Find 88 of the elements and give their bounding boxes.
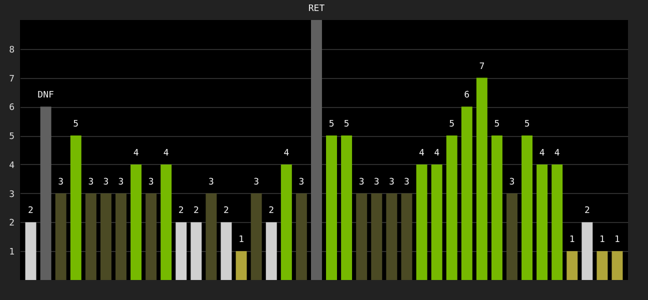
bar <box>280 164 292 280</box>
bar <box>506 193 518 280</box>
bar <box>100 193 112 280</box>
data-label: 3 <box>88 177 94 188</box>
bar <box>401 193 412 280</box>
bar <box>491 136 502 280</box>
data-label: 4 <box>163 148 169 158</box>
data-label: 6 <box>464 90 470 101</box>
y-tick-label: 6 <box>9 103 14 114</box>
data-label: 3 <box>358 177 364 188</box>
data-label: 3 <box>298 177 304 188</box>
data-label: 1 <box>238 235 244 246</box>
bar <box>566 251 578 280</box>
bar <box>431 164 442 280</box>
data-label: 3 <box>118 177 124 188</box>
bar <box>582 222 593 280</box>
data-label: 3 <box>509 177 515 188</box>
bar <box>85 193 96 280</box>
data-label: 2 <box>224 206 229 216</box>
bar <box>55 193 66 280</box>
bar <box>130 164 142 280</box>
bar <box>522 136 533 280</box>
data-label: 3 <box>254 177 260 188</box>
data-label: 2 <box>178 206 184 216</box>
data-label: 2 <box>193 206 199 216</box>
bar <box>220 222 232 280</box>
bar <box>371 193 382 280</box>
bar <box>476 78 488 280</box>
y-tick-label: 3 <box>9 190 14 200</box>
data-label: 3 <box>208 177 214 188</box>
bar <box>40 106 52 280</box>
data-label: 4 <box>434 148 440 158</box>
bar <box>176 222 187 280</box>
bar <box>206 193 217 280</box>
bar <box>612 251 623 280</box>
bar <box>146 193 157 280</box>
y-tick-label: 4 <box>9 160 14 171</box>
data-label: 3 <box>404 177 410 188</box>
data-label: 5 <box>73 120 79 130</box>
y-tick-label: 7 <box>9 74 14 84</box>
y-tick-label: 8 <box>9 45 14 56</box>
data-label: 4 <box>419 148 424 158</box>
data-label: 3 <box>148 177 154 188</box>
bar <box>115 193 126 280</box>
bar <box>310 20 322 280</box>
data-label: 2 <box>268 206 274 216</box>
data-label: 2 <box>584 206 590 216</box>
bar <box>341 136 352 280</box>
bar <box>356 193 368 280</box>
data-label: DNF <box>38 90 54 101</box>
y-tick-label: 1 <box>9 248 14 258</box>
data-label: 3 <box>58 177 64 188</box>
data-label: 5 <box>449 120 455 130</box>
data-label: 4 <box>284 148 290 158</box>
y-tick-label: 2 <box>9 218 14 229</box>
data-label: 1 <box>569 235 575 246</box>
bar <box>416 164 428 280</box>
bar <box>296 193 307 280</box>
bar <box>386 193 398 280</box>
data-label: 4 <box>554 148 560 158</box>
bar <box>70 136 82 280</box>
data-label: 4 <box>133 148 139 158</box>
bar <box>326 136 338 280</box>
bar <box>266 222 277 280</box>
bar <box>236 251 247 280</box>
data-label: 5 <box>344 120 350 130</box>
data-label: 2 <box>28 206 34 216</box>
bar <box>536 164 548 280</box>
data-label: 5 <box>494 120 500 130</box>
data-label: 3 <box>388 177 394 188</box>
data-label: 3 <box>374 177 380 188</box>
data-label: RET <box>308 4 326 14</box>
data-label: 4 <box>539 148 545 158</box>
bar <box>596 251 608 280</box>
data-label: 1 <box>600 235 605 246</box>
bar <box>461 106 472 280</box>
bar <box>250 193 262 280</box>
data-label: 5 <box>328 120 334 130</box>
data-label: 5 <box>524 120 530 130</box>
bar <box>25 222 36 280</box>
bar <box>446 136 458 280</box>
bar <box>552 164 563 280</box>
data-label: 3 <box>103 177 109 188</box>
bar <box>160 164 172 280</box>
data-label: 1 <box>614 235 620 246</box>
bar <box>190 222 202 280</box>
data-label: 7 <box>479 62 485 72</box>
y-tick-label: 5 <box>9 132 14 142</box>
